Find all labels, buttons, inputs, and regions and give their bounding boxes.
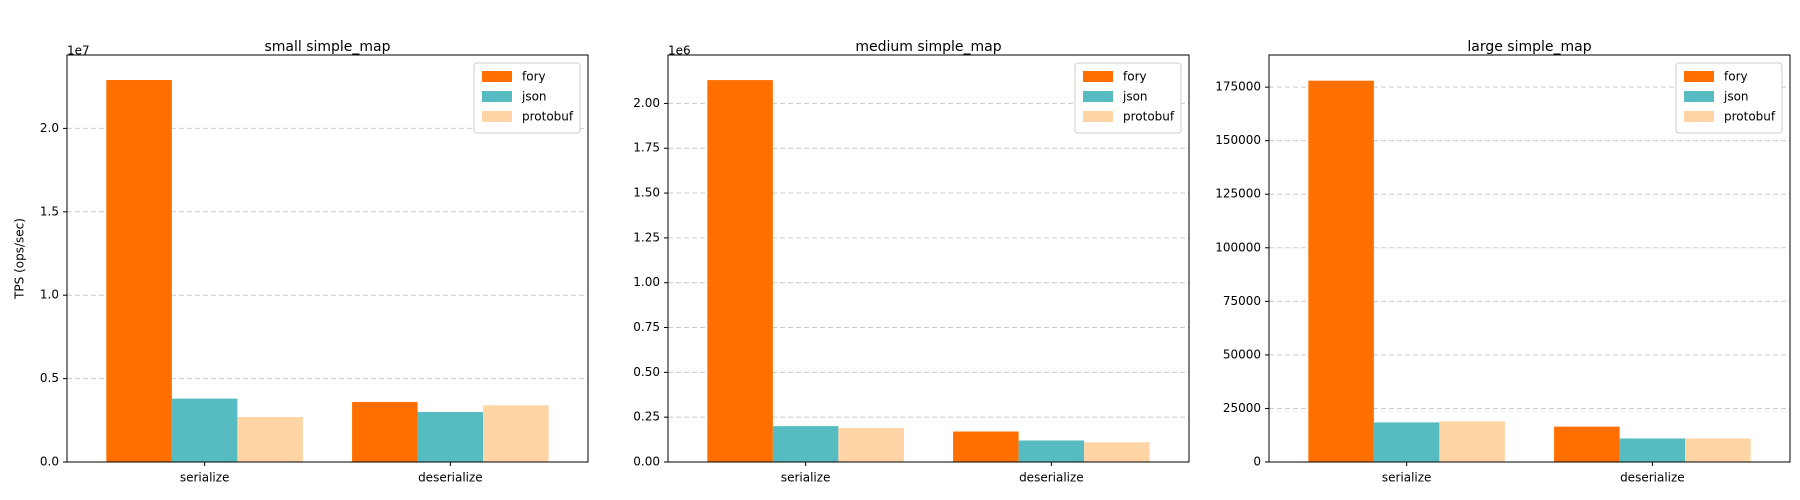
y-tick-label: 1.5 xyxy=(40,204,59,218)
legend-swatch xyxy=(1083,111,1113,122)
y-tick-label: 0 xyxy=(1253,455,1261,469)
bar xyxy=(237,416,303,462)
legend-label: fory xyxy=(1123,70,1147,84)
bar xyxy=(417,411,484,462)
x-tick-label: deserialize xyxy=(1019,471,1084,485)
y-tick-label: 175000 xyxy=(1215,80,1261,94)
legend-swatch xyxy=(1083,71,1113,82)
bar xyxy=(171,398,238,462)
legend-swatch xyxy=(482,71,512,82)
plot-frame xyxy=(1268,54,1791,463)
axis-offset: 1e6 xyxy=(668,44,691,58)
legend-label: json xyxy=(521,90,547,104)
chart-title: small simple_map xyxy=(264,39,390,55)
y-tick-label: 2.0 xyxy=(40,121,59,135)
legend-swatch xyxy=(1083,91,1113,102)
bar xyxy=(707,80,773,462)
legend-label: fory xyxy=(522,70,546,84)
y-tick-label: 125000 xyxy=(1215,187,1261,201)
plot-frame xyxy=(667,54,1190,463)
y-tick-label: 1.75 xyxy=(633,141,660,155)
bar xyxy=(838,427,904,462)
legend-label: protobuf xyxy=(1724,110,1776,124)
y-tick-label: 1.0 xyxy=(40,288,59,302)
bar xyxy=(1439,421,1505,462)
y-tick-label: 0.75 xyxy=(633,320,660,334)
legend-label: fory xyxy=(1724,70,1748,84)
y-tick-label: 1.25 xyxy=(633,230,660,244)
y-tick-label: 100000 xyxy=(1215,240,1261,254)
y-tick-label: 25000 xyxy=(1223,401,1261,415)
bar xyxy=(1619,438,1686,462)
legend-swatch xyxy=(482,111,512,122)
y-axis-label: TPS (ops/sec) xyxy=(13,218,27,300)
chart-title: medium simple_map xyxy=(855,39,1001,55)
bar xyxy=(1554,426,1620,462)
x-tick-label: serialize xyxy=(1382,471,1432,485)
x-tick-label: deserialize xyxy=(418,471,483,485)
bar xyxy=(483,405,549,462)
y-tick-label: 1.00 xyxy=(633,275,660,289)
bar xyxy=(1084,442,1150,462)
legend-swatch xyxy=(1684,71,1714,82)
bar xyxy=(1373,422,1440,462)
y-tick-label: 0.00 xyxy=(633,455,660,469)
bar xyxy=(352,401,418,462)
y-tick-label: 0.0 xyxy=(40,455,59,469)
bar xyxy=(1308,80,1374,462)
legend-label: protobuf xyxy=(1123,110,1175,124)
bar xyxy=(1685,438,1751,462)
x-tick-label: serialize xyxy=(180,471,230,485)
legend-label: protobuf xyxy=(522,110,574,124)
legend-swatch xyxy=(482,91,512,102)
y-tick-label: 0.50 xyxy=(633,365,660,379)
plot-frame xyxy=(66,54,589,463)
bar xyxy=(106,80,172,462)
y-tick-label: 1.50 xyxy=(633,186,660,200)
bar xyxy=(772,426,839,462)
y-tick-label: 2.00 xyxy=(633,96,660,110)
bar xyxy=(953,431,1019,462)
y-tick-label: 0.5 xyxy=(40,371,59,385)
y-tick-label: 0.25 xyxy=(633,410,660,424)
chart-title: large simple_map xyxy=(1467,39,1591,55)
y-tick-label: 150000 xyxy=(1215,133,1261,147)
y-tick-label: 75000 xyxy=(1223,294,1261,308)
x-tick-label: serialize xyxy=(781,471,831,485)
legend-label: json xyxy=(1723,90,1749,104)
bar xyxy=(1018,440,1085,462)
legend-swatch xyxy=(1684,111,1714,122)
x-tick-label: deserialize xyxy=(1620,471,1685,485)
y-tick-label: 50000 xyxy=(1223,347,1261,361)
axis-offset: 1e7 xyxy=(67,44,90,58)
legend-swatch xyxy=(1684,91,1714,102)
legend-label: json xyxy=(1122,90,1148,104)
